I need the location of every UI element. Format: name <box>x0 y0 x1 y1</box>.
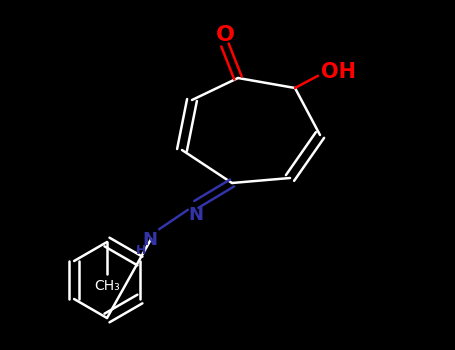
Text: H: H <box>136 244 146 257</box>
Text: N: N <box>188 206 203 224</box>
Text: CH₃: CH₃ <box>94 279 120 293</box>
Text: N: N <box>142 231 157 249</box>
Text: OH: OH <box>320 62 355 82</box>
Text: O: O <box>216 25 234 45</box>
